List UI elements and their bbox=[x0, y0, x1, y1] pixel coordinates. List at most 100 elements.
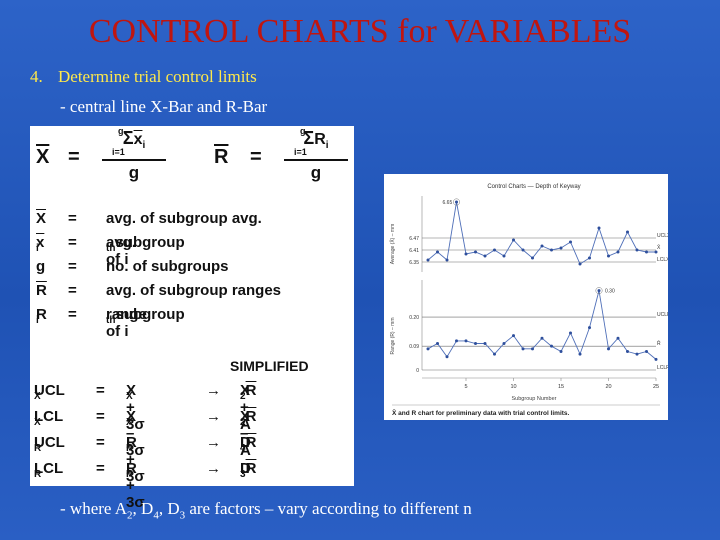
slide-title: CONTROL CHARTS for VARIABLES bbox=[88, 13, 632, 50]
range-data-point bbox=[445, 355, 449, 359]
range-peak-label: 0.30 bbox=[605, 289, 615, 295]
xbar-data-point bbox=[445, 258, 449, 262]
bullet-point: 4. Determine trial control limits bbox=[30, 66, 257, 88]
xbar-tick-label: 6.41 bbox=[409, 248, 419, 254]
range-data-point bbox=[569, 331, 572, 335]
xbar-data-point bbox=[455, 200, 458, 204]
xbar-data-point bbox=[645, 250, 648, 254]
xbar-data-point bbox=[578, 262, 582, 266]
range-data-point bbox=[626, 349, 629, 353]
range-data-point bbox=[502, 342, 506, 346]
xbar-limit-label: LCLX bbox=[657, 257, 668, 263]
x-tick-label: 20 bbox=[605, 384, 611, 390]
xbar-fraction: g Σxi i=1 g bbox=[102, 126, 166, 183]
rbar-equals: = bbox=[250, 146, 262, 168]
x-axis-label: Subgroup Number bbox=[512, 396, 557, 402]
xbar-data-point bbox=[464, 252, 468, 256]
xbar-data-point bbox=[588, 256, 591, 260]
range-data-point bbox=[540, 336, 544, 340]
range-data-point bbox=[531, 347, 534, 351]
xbar-series-line bbox=[427, 201, 656, 265]
xbar-limit-label: X̄ bbox=[657, 244, 661, 251]
xbar-data-point bbox=[597, 226, 601, 230]
xbar-data-point bbox=[502, 254, 506, 258]
simplified-label: SIMPLIFIED bbox=[230, 358, 309, 374]
xbar-data-point bbox=[426, 258, 430, 262]
range-limit-label: LCLR bbox=[657, 365, 668, 371]
xbar-symbol: X bbox=[36, 146, 50, 168]
range-data-point bbox=[559, 349, 563, 353]
range-tick-label: 0.09 bbox=[409, 344, 419, 350]
range-data-point bbox=[493, 352, 496, 356]
formula-panel: X = g Σxi i=1 g R = g ΣRi i=1 g X = avg. of su… bbox=[30, 126, 354, 511]
x-tick-label: 5 bbox=[464, 384, 467, 390]
range-data-point bbox=[654, 357, 658, 361]
range-data-point bbox=[512, 334, 515, 338]
xbar-data-point bbox=[512, 238, 515, 242]
x-tick-label: 15 bbox=[558, 384, 564, 390]
range-data-point bbox=[550, 344, 553, 348]
x-tick-label: 25 bbox=[653, 384, 659, 390]
range-data-point bbox=[588, 326, 591, 330]
rbar-symbol: R bbox=[214, 146, 229, 168]
range-data-point bbox=[521, 347, 525, 351]
xbar-axis-label: Average (X̄) – mm bbox=[389, 224, 396, 264]
range-data-point bbox=[645, 349, 648, 353]
xbar-data-point bbox=[436, 250, 439, 254]
x-tick-label: 10 bbox=[510, 384, 516, 390]
range-data-point bbox=[464, 339, 468, 343]
xbar-peak-marker bbox=[453, 198, 460, 206]
range-limit-label: R̄ bbox=[657, 340, 661, 347]
range-tick-label: 0 bbox=[416, 368, 419, 374]
control-chart-panel: Control Charts — Depth of Keyway Average… bbox=[384, 174, 668, 420]
xbar-data-point bbox=[654, 250, 658, 254]
range-data-point bbox=[597, 289, 601, 293]
range-series-line bbox=[427, 290, 657, 360]
chart-caption: X̄ and R chart for preliminary data with… bbox=[392, 408, 570, 417]
range-data-point bbox=[616, 336, 620, 340]
xbar-data-point bbox=[626, 230, 629, 234]
range-data-point bbox=[474, 342, 477, 346]
chart-title: Control Charts — Depth of Keyway bbox=[487, 184, 580, 190]
rbar-fraction: g ΣRi i=1 g bbox=[284, 126, 348, 183]
range-data-point bbox=[483, 342, 487, 346]
xbar-peak-label: 6.65 bbox=[443, 200, 453, 206]
range-data-point bbox=[635, 352, 639, 356]
range-data-point bbox=[426, 347, 430, 351]
range-data-point bbox=[455, 339, 458, 343]
range-axis-label: Range (R) – mm bbox=[390, 318, 396, 355]
xbar-data-point bbox=[616, 250, 620, 254]
range-tick-label: 0.20 bbox=[409, 315, 419, 321]
xbar-data-point bbox=[540, 244, 544, 248]
xbar-data-point bbox=[483, 254, 487, 258]
xbar-data-point bbox=[493, 248, 496, 252]
xbar-data-point bbox=[607, 254, 610, 258]
definition-row: X = avg. of subgroup avg. bbox=[36, 210, 262, 227]
footnote: - where A2, D4, D3 are factors – vary ac… bbox=[60, 499, 472, 522]
bullet-number: 4. bbox=[30, 67, 43, 86]
xbar-equals: = bbox=[68, 146, 80, 168]
range-peak-marker bbox=[595, 287, 603, 295]
xbar-tick-label: 6.35 bbox=[409, 260, 419, 266]
sub-point: - central line X-Bar and R-Bar bbox=[60, 97, 268, 116]
xbar-data-point bbox=[569, 240, 572, 244]
bullet-text: Determine trial control limits bbox=[58, 67, 257, 86]
range-data-point bbox=[436, 342, 439, 346]
definition-row: g = no. of subgroups bbox=[36, 258, 229, 275]
range-data-point bbox=[607, 347, 610, 351]
xbar-data-point bbox=[521, 248, 525, 252]
xbar-data-point bbox=[531, 256, 534, 260]
range-data-point bbox=[578, 352, 582, 356]
definition-row: R = avg. of subgroup ranges bbox=[36, 282, 282, 299]
xbar-data-point bbox=[474, 250, 477, 254]
xbar-data-point bbox=[559, 246, 563, 250]
xbar-data-point bbox=[550, 248, 553, 252]
control-chart-svg: Control Charts — Depth of Keyway Average… bbox=[389, 184, 668, 417]
